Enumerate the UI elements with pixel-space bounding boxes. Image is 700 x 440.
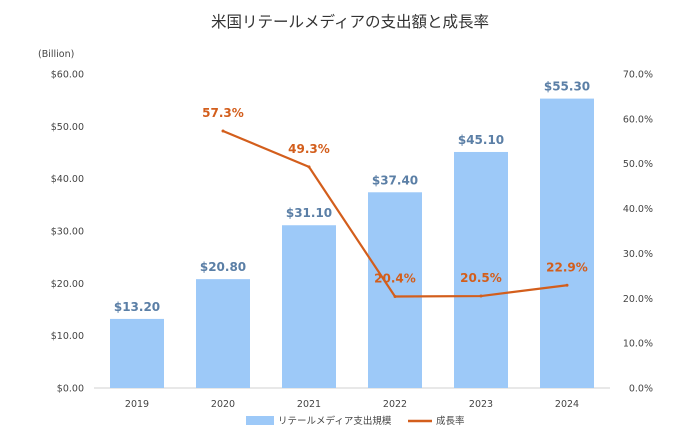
growth-rate-point [479, 294, 483, 298]
legend: リテールメディア支出規模 成長率 [246, 415, 465, 427]
growth-rate-label: 22.9% [546, 260, 588, 274]
bar-data-label: $45.10 [458, 133, 504, 147]
bar-2021 [282, 225, 336, 388]
left-axis-tick-label: $50.00 [51, 122, 84, 133]
bar-data-label: $55.30 [544, 80, 590, 94]
left-axis-tick-label: $40.00 [51, 174, 84, 185]
left-axis-tick-label: $30.00 [51, 227, 84, 238]
right-axis: 0.0% 10.0% 20.0% 30.0% 40.0% 50.0% 60.0% 70.0% [623, 70, 653, 395]
x-axis-ticks: 2019 2020 2021 2022 2023 2024 [125, 399, 579, 410]
bar-data-label: $31.10 [286, 206, 332, 220]
right-axis-tick-label: 70.0% [623, 70, 653, 81]
growth-rate-label: 20.5% [460, 271, 502, 285]
x-axis-tick-label: 2021 [297, 399, 321, 410]
bar-series [110, 98, 594, 388]
left-axis-tick-label: $20.00 [51, 279, 84, 290]
bar-2019 [110, 318, 164, 388]
right-axis-tick-label: 50.0% [623, 159, 653, 170]
x-axis-tick-label: 2019 [125, 399, 149, 410]
legend-label-line: 成長率 [436, 415, 465, 427]
bar-data-label: $13.20 [114, 300, 160, 314]
right-axis-tick-label: 20.0% [623, 294, 653, 305]
left-axis-tick-label: $0.00 [57, 384, 84, 395]
growth-rate-point [565, 283, 569, 287]
growth-rate-label: 20.4% [374, 271, 416, 285]
right-axis-tick-label: 10.0% [623, 339, 653, 350]
line-data-labels: 57.3% 49.3% 20.4% 20.5% 22.9% [202, 106, 588, 286]
growth-rate-label: 49.3% [288, 142, 330, 156]
x-axis-tick-label: 2024 [555, 399, 579, 410]
x-axis-tick-label: 2022 [383, 399, 407, 410]
growth-rate-point [393, 294, 397, 298]
unit-label: (Billion) [38, 49, 74, 60]
growth-rate-label: 57.3% [202, 106, 244, 120]
growth-rate-point [307, 165, 311, 169]
bar-data-label: $37.40 [372, 173, 418, 187]
bar-data-labels: $13.20 $20.80 $31.10 $37.40 $45.10 $55.30 [114, 80, 590, 314]
left-axis-tick-label: $60.00 [51, 70, 84, 81]
bar-2022 [368, 192, 422, 388]
bar-2023 [454, 151, 508, 388]
legend-swatch-bars [246, 416, 274, 425]
left-axis-tick-label: $10.00 [51, 331, 84, 342]
right-axis-tick-label: 0.0% [629, 384, 653, 395]
x-axis-tick-label: 2023 [469, 399, 493, 410]
left-axis: $0.00 $10.00 $20.00 $30.00 $40.00 $50.00 $60.0… [51, 70, 84, 395]
chart-title: 米国リテールメディアの支出額と成長率 [211, 12, 489, 31]
legend-label-bars: リテールメディア支出規模 [278, 415, 392, 427]
bar-2024 [540, 98, 594, 388]
x-axis-tick-label: 2020 [211, 399, 235, 410]
bar-2020 [196, 279, 250, 388]
right-axis-tick-label: 30.0% [623, 249, 653, 260]
right-axis-tick-label: 60.0% [623, 114, 653, 125]
bar-data-label: $20.80 [200, 260, 246, 274]
right-axis-tick-label: 40.0% [623, 204, 653, 215]
growth-rate-point [221, 129, 225, 133]
line-series [221, 129, 569, 298]
